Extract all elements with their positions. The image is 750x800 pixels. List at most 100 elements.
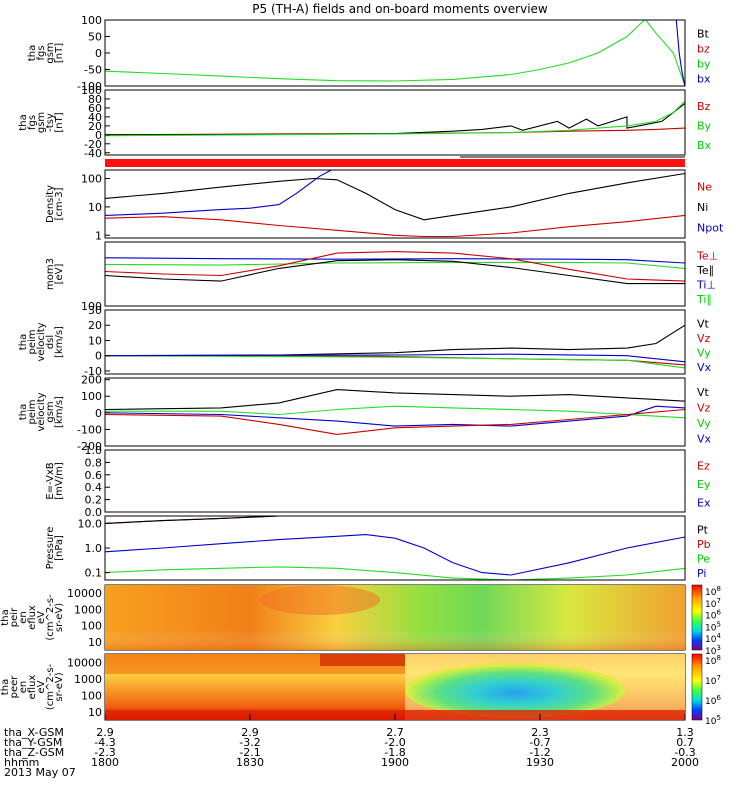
panel9-ytick-label: 10.0 xyxy=(78,517,103,530)
panel7-legend-vt: Vt xyxy=(697,386,710,399)
panel1-series-by-0 xyxy=(104,19,645,82)
panel4-legend-npot: Npot xyxy=(697,222,724,235)
panel4-legend-ni: Ni xyxy=(697,201,708,214)
panel7-ytick-label: -200 xyxy=(77,440,102,453)
panel9-frame xyxy=(104,515,686,581)
panel2-legend-bz: Bz xyxy=(697,100,711,113)
panel5-series-te⊥-2 xyxy=(104,251,686,282)
panel10-ytick-label: 1000 xyxy=(74,603,102,616)
panel11-heatmap xyxy=(105,654,685,720)
panel7-ylabel-line: [km/s] xyxy=(54,396,65,428)
panel6-ylabel-line: [km/s] xyxy=(54,326,65,358)
panel8-ytick-label: 0.4 xyxy=(85,481,103,494)
panel4-ytick-label: 1 xyxy=(95,229,102,242)
x-axis-row-label: tha_Z-GSM xyxy=(4,746,64,759)
panel2-ytick-label: 0 xyxy=(95,129,102,142)
panel5-ytick-label: 100 xyxy=(81,300,102,313)
panel2-ytick-label: 80 xyxy=(88,93,102,106)
panel9-legend-pt: Pt xyxy=(697,523,709,536)
panel1-ylabel-line: [nT] xyxy=(54,43,65,63)
panel6-legend-vt: Vt xyxy=(697,317,710,330)
panel4-series-ne-2 xyxy=(104,214,686,238)
x-axis-row-label: hhmm xyxy=(4,756,39,769)
panel5-legend-te∥: Te∥ xyxy=(696,264,714,277)
panel11-colorbar-label: 106 xyxy=(705,694,721,707)
panel7-ylabel-line: velocity xyxy=(36,392,47,431)
panel8-ytick-label: 0.6 xyxy=(85,469,103,482)
panel11-colorbar-label: 105 xyxy=(705,714,721,727)
panel2-ytick-label: 60 xyxy=(88,102,102,115)
x-axis-row-value: -4.3 xyxy=(94,736,115,749)
x-axis-row-value: 0.7 xyxy=(676,736,694,749)
panel5-ylabel-line: mom3 xyxy=(45,258,56,290)
panel9-series-pi-2 xyxy=(104,534,686,576)
panel2-legend-bx: Bx xyxy=(697,139,712,152)
panel9-legend-pi: Pi xyxy=(697,567,706,580)
panel4-ytick-label: 100 xyxy=(81,173,102,186)
panel7-series-vx-2 xyxy=(104,405,686,427)
panel7-legend-vy: Vy xyxy=(697,417,711,430)
x-axis-row-value: 2.9 xyxy=(96,726,114,739)
panel8-ylabel-line: E=-VxB xyxy=(45,462,56,499)
panel1-ylabel-line: tha xyxy=(27,45,38,61)
panel2-series-by-2 xyxy=(104,100,686,137)
panel6-ylabel-line: velocity xyxy=(36,322,47,361)
panel7-ytick-label: 200 xyxy=(81,374,102,387)
panel10-ytick-label: 100 xyxy=(81,620,102,633)
panel11-colorbar-label: 107 xyxy=(705,674,721,687)
panel1-ytick-label: -100 xyxy=(77,80,102,93)
panel9-legend-pb: Pb xyxy=(697,538,711,551)
x-axis-row-value: 2.9 xyxy=(241,726,259,739)
panel6-ytick-label: 20 xyxy=(88,319,102,332)
panel11-ylabel-line: eflux xyxy=(27,675,38,700)
panel7-series-vt-0 xyxy=(104,389,686,411)
panel4: 100 10 1 Density[cm-3] Ne Ni Npot xyxy=(45,169,724,242)
panel8-ytick-label: 0.2 xyxy=(85,494,103,507)
panel2-ytick-label: 20 xyxy=(88,120,102,133)
panel8-ytick-label: 0.0 xyxy=(85,506,103,519)
panel6-frame xyxy=(104,309,686,375)
panel4-frame xyxy=(104,169,686,239)
panel2-ylabel-line: [nT] xyxy=(54,112,65,132)
x-axis-row-label: tha_Y-GSM xyxy=(4,736,62,749)
panel7-ylabel-line: tha xyxy=(18,404,29,420)
panel2-ytick-label: -40 xyxy=(84,147,102,160)
panel5-legend-ti∥: Ti∥ xyxy=(696,293,712,306)
panel1-series-by-1 xyxy=(645,19,686,87)
x-axis-row-value: -2.3 xyxy=(94,746,115,759)
panel10-ylabel-line: tha xyxy=(0,609,11,625)
x-axis-row-value: -2.0 xyxy=(384,736,405,749)
x-axis-row-value: -1.8 xyxy=(384,746,405,759)
panel6-ylabel-line: tha xyxy=(18,334,29,350)
panel2-ylabel-line: tha xyxy=(18,114,29,130)
panel8-legend-ey: Ey xyxy=(697,478,711,491)
panel5: 100 mom3[eV] Te⊥ Te∥Ti⊥ Ti∥ xyxy=(45,241,718,313)
panel5-series-ti⊥-0 xyxy=(104,257,686,264)
panel8-legend-ez: Ez xyxy=(697,459,710,472)
panel10-ylabel-line: (cm^2-s- xyxy=(45,594,56,641)
panel6-ylabel-line: dsl xyxy=(45,335,56,349)
x-axis-row-value: 2.7 xyxy=(386,726,404,739)
panel5-ylabel-line: [eV] xyxy=(54,264,65,285)
panel6-legend-vy: Vy xyxy=(697,346,711,359)
panel9-series-pe-3 xyxy=(104,566,686,581)
panel1-ytick-label: -50 xyxy=(84,64,102,77)
panel5-series-ti∥-1 xyxy=(104,261,686,269)
panel10-ylabel-line: en xyxy=(18,611,29,624)
panel6-legend-vx: Vx xyxy=(697,361,712,374)
panel1-ytick-label: 50 xyxy=(88,31,102,44)
panel7-legend-vz: Vz xyxy=(697,401,711,414)
panel10-ylabel-line: eV xyxy=(36,611,47,624)
panel11-ytick-label: 10000 xyxy=(67,656,102,669)
x-axis-row-value: 2000 xyxy=(671,756,699,769)
panel11-ylabel-line: peer xyxy=(9,675,20,699)
panel10-heatmap xyxy=(105,585,685,650)
panel4-ylabel-line: [cm-3] xyxy=(54,187,65,220)
x-axis-row-value: 2.3 xyxy=(531,726,549,739)
panel8-ytick-label: 0.8 xyxy=(85,456,103,469)
